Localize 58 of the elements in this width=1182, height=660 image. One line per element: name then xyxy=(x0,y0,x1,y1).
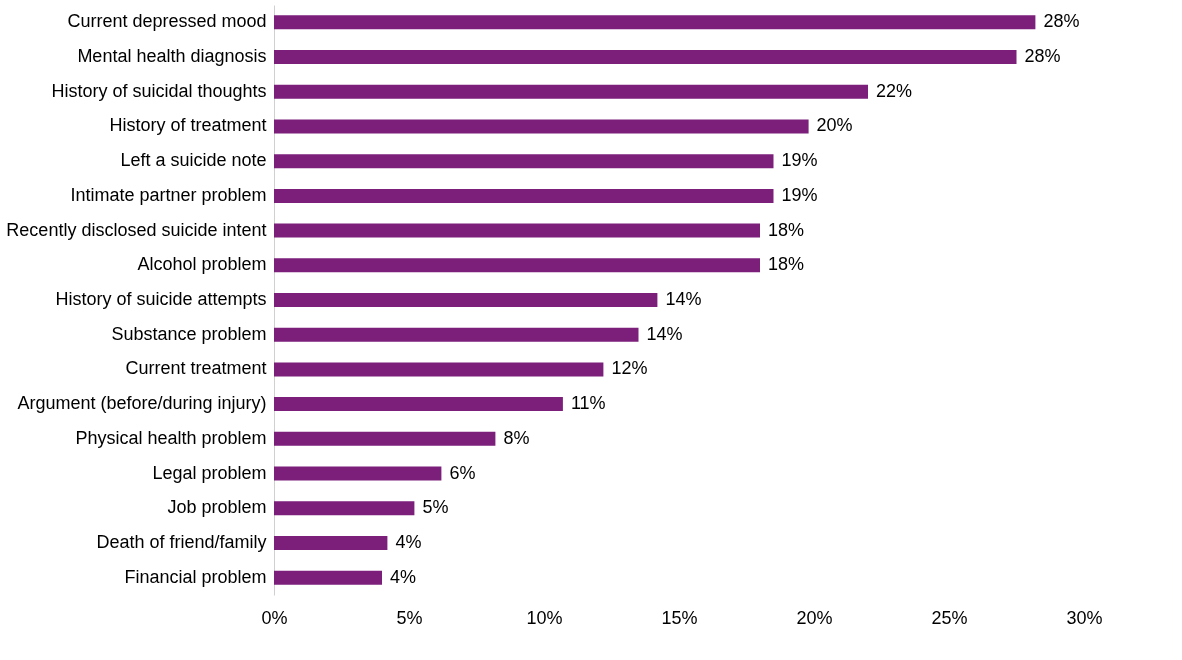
data-label: 28% xyxy=(1043,11,1080,32)
y-tick-label: Mental health diagnosis xyxy=(77,46,267,67)
bar xyxy=(274,431,496,446)
data-label: 18% xyxy=(768,254,805,275)
data-label: 4% xyxy=(390,566,417,587)
bar xyxy=(274,397,563,412)
y-tick-label: Legal problem xyxy=(152,462,267,483)
bar xyxy=(274,84,868,99)
x-tick-label: 0% xyxy=(261,607,288,628)
data-label: 19% xyxy=(781,150,818,171)
data-label: 11% xyxy=(570,393,606,414)
data-label: 20% xyxy=(816,115,853,136)
bar xyxy=(274,188,774,203)
y-tick-label: Left a suicide note xyxy=(120,150,267,171)
bar xyxy=(274,501,415,516)
x-tick-label: 5% xyxy=(396,607,423,628)
bar xyxy=(274,223,760,238)
y-tick-label: Job problem xyxy=(167,497,267,518)
x-tick-label: 25% xyxy=(931,607,968,628)
y-tick-label: History of suicidal thoughts xyxy=(51,80,267,101)
bar xyxy=(274,535,388,550)
data-label: 8% xyxy=(503,427,530,448)
data-label: 19% xyxy=(781,184,818,205)
y-tick-label: Substance problem xyxy=(111,323,267,344)
y-tick-label: History of suicide attempts xyxy=(55,289,267,309)
y-tick-label: Intimate partner problem xyxy=(70,184,267,205)
x-tick-label: 30% xyxy=(1066,607,1103,628)
data-label: 4% xyxy=(395,531,422,552)
data-label: 12% xyxy=(611,358,648,379)
bar xyxy=(274,362,604,377)
bar xyxy=(274,50,1017,65)
y-tick-label: Financial problem xyxy=(124,566,267,587)
y-tick-label: History of treatment xyxy=(109,115,267,136)
y-tick-label: Current depressed mood xyxy=(67,11,267,32)
bar xyxy=(274,154,774,169)
x-tick-label: 20% xyxy=(796,607,833,628)
bar xyxy=(274,293,658,307)
data-label: 14% xyxy=(665,289,702,309)
data-label: 28% xyxy=(1024,46,1061,67)
y-tick-label: Current treatment xyxy=(125,358,267,379)
y-tick-label: Argument (before/during injury) xyxy=(17,393,267,414)
y-tick-label: Physical health problem xyxy=(75,427,267,448)
data-label: 18% xyxy=(768,219,805,240)
bar xyxy=(274,15,1036,30)
data-label: 5% xyxy=(422,497,449,518)
bar xyxy=(274,258,760,273)
bar xyxy=(274,119,809,134)
x-tick-label: 15% xyxy=(661,607,698,628)
bar xyxy=(274,466,442,481)
bar xyxy=(274,327,639,342)
y-tick-label: Death of friend/family xyxy=(96,531,267,552)
y-tick-label: Alcohol problem xyxy=(137,254,267,275)
x-tick-label: 10% xyxy=(526,607,563,628)
y-tick-label: Recently disclosed suicide intent xyxy=(6,219,267,240)
data-label: 14% xyxy=(646,323,683,344)
bar xyxy=(274,570,382,585)
data-label: 22% xyxy=(876,80,913,101)
data-label: 6% xyxy=(449,462,476,483)
